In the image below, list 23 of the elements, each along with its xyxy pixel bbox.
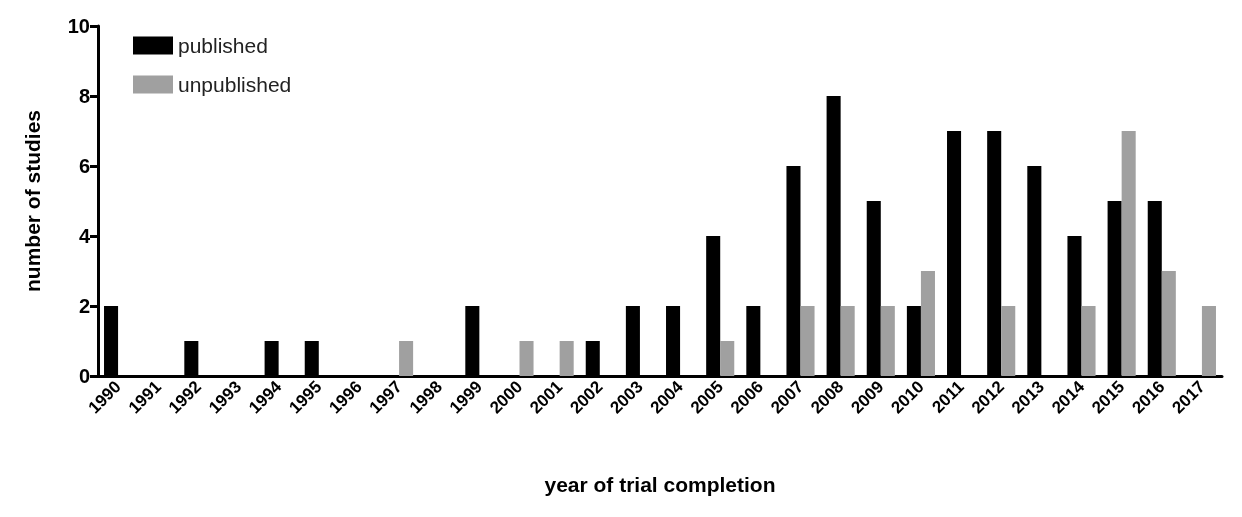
y-tick-label: 2 [78,295,90,317]
bar [559,341,574,376]
bar [880,306,895,376]
y-tick-label: 6 [78,155,90,177]
bar [840,306,855,376]
bar [1121,131,1136,376]
x-axis-title: year of trial completion [544,473,776,496]
y-tick-label: 4 [78,225,91,247]
bar [800,306,815,376]
y-tick-label: 8 [78,85,90,107]
bar [920,271,935,376]
bar [1081,306,1096,376]
y-tick-label: 10 [67,15,90,37]
bar [519,341,534,376]
bar [1001,306,1016,376]
y-axis-title: number of studies [21,109,44,293]
bar [1161,271,1176,376]
bar [399,341,414,376]
bar [720,341,735,376]
bar [1201,306,1216,376]
legend-label: unpublished [178,73,292,96]
y-tick-label: 0 [78,365,90,387]
legend-label: published [178,34,268,57]
